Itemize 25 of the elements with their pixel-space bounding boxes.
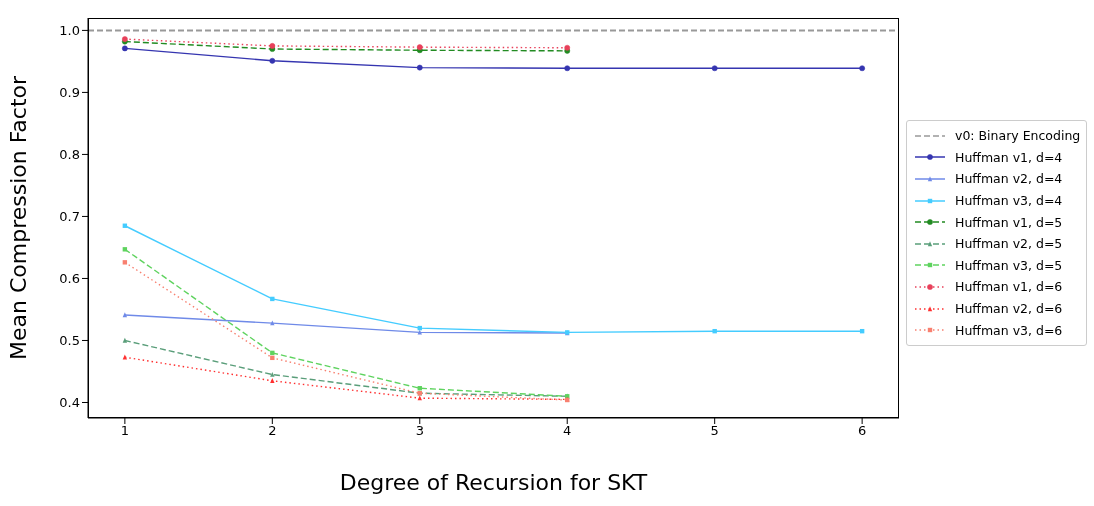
legend-label: Huffman v3, d=5 [955,257,1063,273]
x-tick-label: 4 [563,423,572,439]
y-tick-label: 0.9 [59,85,80,101]
y-tick-label: 0.7 [59,209,80,225]
legend-label: Huffman v1, d=6 [955,279,1063,295]
y-tick-label: 0.5 [59,333,80,349]
x-tick-label: 2 [268,423,277,439]
x-tick-label: 6 [858,423,867,439]
x-tick-label: 1 [120,423,129,439]
x-axis-title: Degree of Recursion for SKT [339,470,648,495]
legend-label: v0: Binary Encoding [955,128,1081,144]
x-tick-label: 3 [415,423,424,439]
legend-label: Huffman v2, d=6 [955,301,1063,317]
y-tick-label: 1.0 [59,23,80,39]
y-tick-label: 0.8 [59,147,80,163]
legend-label: Huffman v1, d=4 [955,149,1063,165]
legend-label: Huffman v3, d=4 [955,193,1063,209]
y-tick-label: 0.6 [59,271,80,287]
y-tick-label: 0.4 [59,395,80,411]
legend-label: Huffman v1, d=5 [955,214,1063,230]
y-axis-title: Mean Compression Factor [5,75,31,361]
legend-label: Huffman v2, d=5 [955,236,1063,252]
legend-label: Huffman v3, d=6 [955,322,1063,338]
x-tick-label: 5 [710,423,719,439]
legend-label: Huffman v2, d=4 [955,171,1063,187]
